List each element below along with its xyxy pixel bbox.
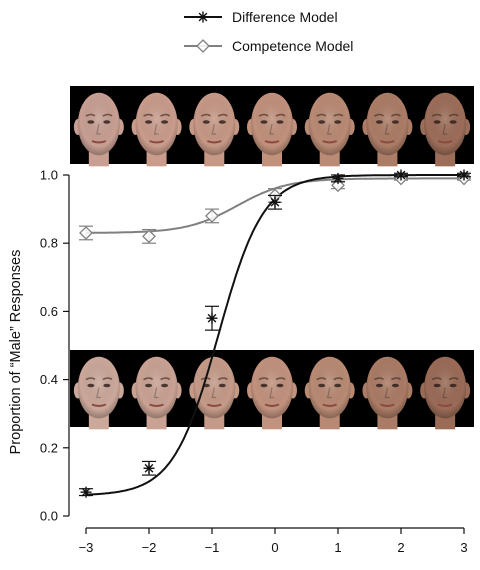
- legend-item-competence: Competence Model: [184, 38, 353, 54]
- face-image: [189, 92, 240, 167]
- face-image: [131, 92, 182, 167]
- data-point-difference: [269, 196, 281, 208]
- data-point-competence: [142, 229, 156, 244]
- legend-asterisk-marker: [197, 11, 209, 23]
- data-point-difference: [80, 486, 92, 498]
- face-image: [73, 92, 124, 167]
- x-tick-label: 3: [460, 540, 467, 555]
- x-ticks: −3 −2 −1 0 1 2 3: [79, 528, 468, 555]
- legend: Difference Model Competence Model: [184, 9, 353, 54]
- face-image: [304, 356, 355, 430]
- y-tick-label: 1.0: [40, 168, 58, 183]
- face-image: [73, 356, 124, 430]
- fit-curves: [86, 174, 464, 496]
- x-tick-label: 0: [271, 540, 278, 555]
- data-point-difference: [206, 312, 218, 324]
- x-tick-label: −3: [79, 540, 94, 555]
- legend-difference-label: Difference Model: [232, 9, 338, 25]
- middle-face-strip: [70, 350, 474, 430]
- face-image: [131, 356, 182, 430]
- x-tick-label: 2: [397, 540, 404, 555]
- y-tick-label: 0.6: [40, 304, 58, 319]
- legend-difference-marker: [197, 11, 209, 23]
- face-image: [362, 92, 413, 167]
- fit-curve-asterisk: [86, 174, 464, 496]
- data-point-difference: [458, 169, 470, 181]
- x-tick-label: −2: [142, 540, 157, 555]
- legend-item-difference: Difference Model: [184, 9, 338, 25]
- y-ticks: 0.0 0.2 0.4 0.6 0.8 1.0: [40, 168, 69, 524]
- legend-competence-label: Competence Model: [232, 38, 353, 54]
- face-image: [362, 356, 413, 430]
- y-axis: 0.0 0.2 0.4 0.6 0.8 1.0: [40, 168, 70, 524]
- face-image: [189, 356, 240, 430]
- data-point-difference: [395, 169, 407, 181]
- data-point-difference: [332, 172, 344, 184]
- face-image: [420, 356, 471, 430]
- x-tick-label: −1: [205, 540, 220, 555]
- data-point-difference: [143, 462, 155, 474]
- face-image: [247, 356, 297, 430]
- y-tick-label: 0.0: [40, 509, 58, 524]
- y-axis-title: Proportion of “Male” Responses: [8, 250, 24, 455]
- face-image: [247, 92, 297, 167]
- x-axis: −3 −2 −1 0 1 2 3: [79, 527, 468, 555]
- legend-competence-marker: [196, 39, 210, 53]
- legend-diamond-marker: [196, 39, 210, 53]
- face-image: [304, 92, 355, 167]
- data-marks: [79, 169, 471, 498]
- data-point-competence: [205, 209, 219, 223]
- y-tick-label: 0.8: [40, 236, 58, 251]
- top-face-strip: [70, 86, 474, 167]
- x-tick-label: 1: [334, 540, 341, 555]
- y-tick-label: 0.4: [40, 372, 58, 387]
- data-point-competence: [79, 226, 93, 240]
- face-image: [420, 92, 471, 167]
- y-tick-label: 0.2: [40, 440, 58, 455]
